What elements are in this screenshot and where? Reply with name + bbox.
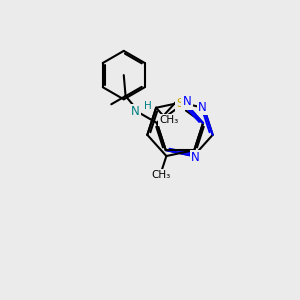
Text: CH₃: CH₃ xyxy=(159,115,178,125)
Text: CH₃: CH₃ xyxy=(152,170,171,180)
Text: N: N xyxy=(198,101,207,114)
Text: N: N xyxy=(131,105,140,118)
Text: H: H xyxy=(144,101,152,111)
Text: N: N xyxy=(191,151,200,164)
Text: N: N xyxy=(183,95,191,108)
Text: S: S xyxy=(176,97,184,110)
